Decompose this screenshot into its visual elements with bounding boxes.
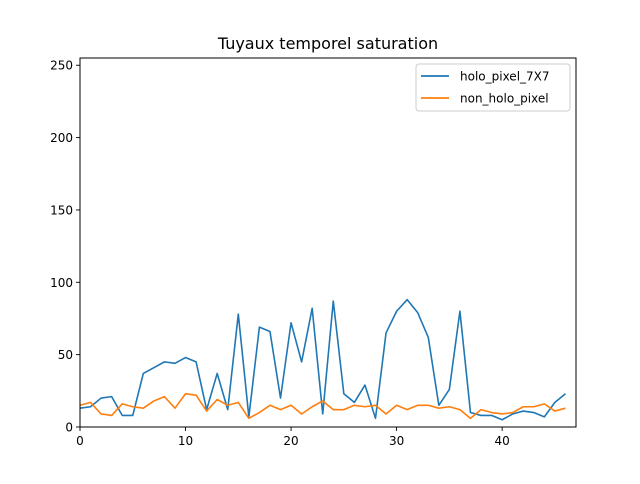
legend: holo_pixel_7X7 non_holo_pixel	[415, 63, 571, 112]
legend-label-non_holo_pixel: non_holo_pixel	[460, 92, 549, 106]
y-tick-label: 150	[50, 203, 73, 217]
y-tick-label: 200	[50, 131, 73, 145]
y-tick-label: 0	[65, 421, 73, 435]
plot-frame	[79, 57, 577, 428]
y-tick-label: 50	[58, 348, 73, 362]
x-axis: 0 10 20 30 40	[76, 427, 510, 448]
y-tick-label: 250	[50, 59, 73, 73]
x-tick-label: 10	[178, 434, 193, 448]
series-line-non_holo_pixel	[79, 392, 566, 420]
y-axis: 0 50 100 150 200 250	[50, 59, 80, 435]
chart-title: Tuyaux temporel saturation	[217, 34, 438, 53]
x-tick-label: 20	[283, 434, 298, 448]
x-tick-label: 40	[494, 434, 509, 448]
x-tick-label: 30	[389, 434, 404, 448]
series-layer	[79, 298, 566, 421]
x-tick-label: 0	[76, 434, 84, 448]
legend-box	[415, 63, 571, 112]
series-line-holo_pixel_7X7	[79, 298, 566, 421]
legend-label-holo_pixel_7X7: holo_pixel_7X7	[460, 70, 550, 84]
y-tick-label: 100	[50, 276, 73, 290]
